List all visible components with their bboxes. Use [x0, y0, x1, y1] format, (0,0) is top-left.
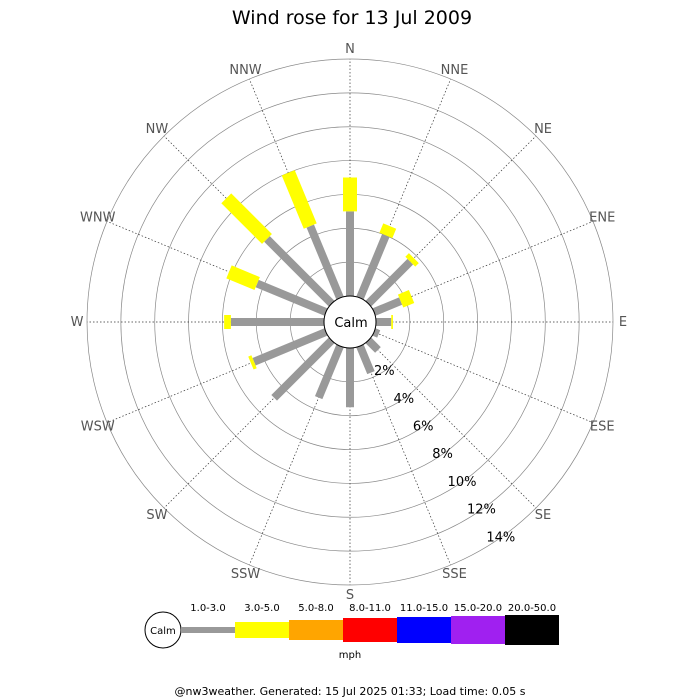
ring-label: 4% — [393, 392, 414, 407]
direction-label: S — [346, 588, 354, 603]
legend-swatch — [235, 622, 289, 638]
rose-bar — [281, 170, 317, 229]
legend-swatch — [181, 627, 235, 633]
legend-calm-label: Calm — [150, 626, 176, 637]
chart-title: Wind rose for 13 Jul 2009 — [232, 7, 472, 29]
direction-label: SSE — [442, 567, 467, 582]
grid-ring — [120, 92, 580, 552]
rose-bar — [255, 279, 328, 316]
ring-label: 12% — [467, 503, 496, 518]
direction-label: SE — [535, 508, 551, 523]
legend-label: 20.0-50.0 — [508, 603, 556, 614]
rose-bar — [314, 344, 344, 400]
legend-label: 5.0-8.0 — [298, 603, 333, 614]
ring-label: 2% — [374, 364, 395, 379]
direction-label: W — [71, 315, 84, 330]
legend-label: 15.0-20.0 — [454, 603, 502, 614]
direction-label: ESE — [590, 419, 615, 434]
calm-circle — [323, 295, 377, 349]
rose-bar — [405, 253, 419, 267]
footer-text: @nw3weather. Generated: 15 Jul 2025 01:3… — [175, 685, 526, 698]
direction-label: WSW — [81, 419, 115, 434]
legend-swatch — [451, 616, 505, 644]
direction-label: NNE — [441, 63, 469, 78]
legend-label: 3.0-5.0 — [244, 603, 279, 614]
direction-label: NW — [146, 122, 169, 137]
direction-label: SW — [146, 508, 167, 523]
rose-bar — [365, 258, 414, 307]
ring-label: 10% — [448, 475, 477, 490]
calm-label: Calm — [334, 316, 367, 331]
rose-bar — [264, 236, 335, 307]
rose-bar — [271, 337, 335, 401]
direction-label: NE — [534, 122, 552, 137]
rose-bar — [221, 193, 272, 244]
legend-label: 1.0-3.0 — [190, 603, 225, 614]
direction-label: ENE — [589, 211, 615, 226]
ring-label: 6% — [413, 420, 434, 435]
rose-bar — [306, 224, 344, 300]
direction-label: E — [619, 315, 627, 330]
speed-legend: Calm 1.0-3.0 3.0-5.0 5.0-8.0 8.0-11.0 11.0-15… — [144, 603, 559, 649]
rose-bar — [372, 328, 381, 338]
rose-bar — [252, 328, 328, 366]
direction-label: WNW — [80, 211, 116, 226]
rose-bar — [356, 233, 390, 300]
legend-swatch — [505, 615, 559, 645]
rose-bar — [226, 265, 260, 291]
ring-label: 8% — [432, 447, 453, 462]
rose-bar — [356, 344, 375, 375]
legend-swatch — [343, 618, 397, 642]
rose-bar — [365, 337, 381, 353]
grid-ring — [154, 126, 546, 518]
direction-label: N — [345, 42, 355, 57]
legend-unit: mph — [339, 650, 361, 661]
rose-bar — [372, 297, 403, 316]
direction-label: SSW — [231, 567, 261, 582]
legend-label: 11.0-15.0 — [400, 603, 448, 614]
rose-bar — [379, 223, 397, 239]
legend-swatch — [289, 620, 343, 640]
legend-label: 8.0-11.0 — [349, 603, 391, 614]
direction-label: NNW — [229, 63, 261, 78]
rose-bar — [397, 290, 415, 308]
ring-label: 14% — [486, 530, 515, 545]
rose-bar — [248, 355, 257, 370]
legend-swatch — [397, 617, 451, 643]
